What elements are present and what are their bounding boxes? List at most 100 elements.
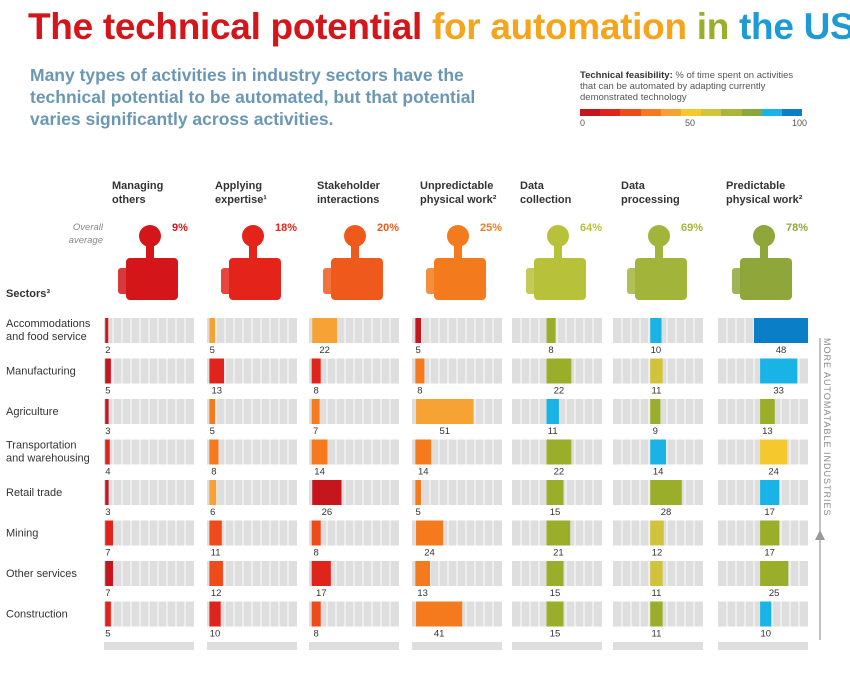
legend-bold: Technical feasibility: xyxy=(580,70,673,81)
activity-header-1-line-1: expertise¹ xyxy=(215,194,267,206)
bar-4-3 xyxy=(415,480,421,505)
bar-1-3 xyxy=(415,358,425,384)
bar-5-2 xyxy=(311,520,321,546)
bar-3-6 xyxy=(760,439,788,465)
bar-label-7-5: 11 xyxy=(652,629,662,640)
figure-neck xyxy=(454,246,462,260)
bar-5-6 xyxy=(760,520,780,546)
bar-0-2 xyxy=(312,318,337,343)
bar-label-5-4: 21 xyxy=(553,548,564,559)
activity-header-2-line-1: interactions xyxy=(317,194,379,206)
activity-header-0-line-1: others xyxy=(112,194,146,206)
bar-label-5-5: 12 xyxy=(652,548,663,559)
bar-6-3 xyxy=(415,561,430,586)
bar-3-2 xyxy=(311,439,328,465)
activity-header-2-line-0: Stakeholder xyxy=(317,180,381,192)
partial-row-cell xyxy=(613,642,703,650)
worker-figure-icon-6 xyxy=(732,225,792,300)
worker-figure-icon-3 xyxy=(426,225,486,300)
page-subtitle: Many types of activities in industry sec… xyxy=(30,65,476,129)
figure-neck xyxy=(249,246,257,260)
worker-figure-icon-1 xyxy=(221,225,281,300)
bar-5-4 xyxy=(546,520,571,546)
bar-label-2-0: 3 xyxy=(105,426,110,437)
bar-0-4 xyxy=(546,318,556,343)
bar-label-5-1: 11 xyxy=(211,548,221,559)
legend-description: % of time spent on activities that can b… xyxy=(580,70,794,103)
bar-3-3 xyxy=(415,439,432,465)
side-arrow-head xyxy=(815,530,825,540)
figure-neck xyxy=(351,246,359,260)
legend-swatch-3 xyxy=(640,109,661,116)
bar-1-6 xyxy=(760,358,798,384)
bar-label-6-5: 11 xyxy=(652,588,662,599)
legend-swatch-5 xyxy=(680,109,702,116)
activity-header-4-line-0: Data xyxy=(520,180,545,192)
bar-5-1 xyxy=(209,520,222,546)
bar-label-0-0: 2 xyxy=(105,345,110,356)
sector-label-5-line-0: Mining xyxy=(6,528,38,540)
activity-average-0: 9% xyxy=(172,222,188,234)
legend-color-scale xyxy=(580,109,803,116)
bar-4-5 xyxy=(650,480,682,505)
bar-label-5-2: 8 xyxy=(314,548,319,559)
bar-label-4-2: 26 xyxy=(322,507,333,518)
bar-label-4-6: 17 xyxy=(764,507,775,518)
bar-2-6 xyxy=(760,399,775,424)
figure-head xyxy=(447,225,469,247)
bar-label-3-2: 14 xyxy=(314,467,325,478)
sector-label-4-line-0: Retail trade xyxy=(6,487,62,499)
activity-average-6: 78% xyxy=(786,222,808,234)
worker-figure-icon-4 xyxy=(526,225,586,300)
bar-6-2 xyxy=(311,561,331,586)
bar-5-3 xyxy=(416,520,444,546)
figure-arm xyxy=(323,268,335,294)
legend-swatch-2 xyxy=(620,109,641,116)
bar-label-3-3: 14 xyxy=(418,467,429,478)
bar-label-7-1: 10 xyxy=(210,629,221,640)
partial-row-cell xyxy=(512,642,602,650)
bar-7-5 xyxy=(650,601,663,627)
bar-label-2-4: 11 xyxy=(548,426,558,437)
sector-label-6-line-0: Other services xyxy=(6,568,77,580)
bar-4-6 xyxy=(760,480,780,505)
figure-body xyxy=(331,258,383,300)
activity-average-5: 69% xyxy=(681,222,703,234)
bar-label-1-3: 8 xyxy=(417,386,422,397)
bar-label-3-1: 8 xyxy=(211,467,216,478)
bar-7-0 xyxy=(105,601,111,627)
bar-2-4 xyxy=(546,399,559,424)
bar-label-6-0: 7 xyxy=(105,588,110,599)
legend-ticks: 0 50 100 xyxy=(580,116,807,128)
worker-figure-icon-5 xyxy=(627,225,687,300)
sector-label-3-line-1: and warehousing xyxy=(6,453,90,465)
legend-swatch-6 xyxy=(701,109,722,116)
figure-arm xyxy=(118,268,130,294)
figure-arm xyxy=(627,268,639,294)
bar-label-4-0: 3 xyxy=(105,507,110,518)
bar-label-1-4: 22 xyxy=(554,386,565,397)
bar-3-4 xyxy=(546,439,572,465)
bar-label-0-5: 10 xyxy=(651,345,662,356)
bar-2-1 xyxy=(209,399,216,424)
bar-label-3-0: 4 xyxy=(105,467,110,478)
figure-body xyxy=(229,258,281,300)
bar-3-1 xyxy=(209,439,219,465)
sector-label-7-line-0: Construction xyxy=(6,609,68,621)
worker-figure-icon-0 xyxy=(118,225,178,300)
activity-average-1: 18% xyxy=(275,222,297,234)
bar-7-2 xyxy=(311,601,321,627)
bar-label-7-2: 8 xyxy=(314,629,319,640)
bar-label-0-3: 5 xyxy=(416,345,421,356)
bar-label-2-2: 7 xyxy=(313,426,318,437)
figure-body xyxy=(534,258,586,300)
bar-4-2 xyxy=(312,480,342,505)
title-part-3: the US xyxy=(739,6,850,47)
bar-label-2-1: 5 xyxy=(210,426,215,437)
bar-3-5 xyxy=(650,439,667,465)
bar-label-3-5: 14 xyxy=(653,467,664,478)
bar-label-1-5: 11 xyxy=(652,386,662,397)
sector-label-0-line-0: Accommodations xyxy=(6,318,91,330)
figure-neck xyxy=(554,246,562,260)
bar-label-7-0: 5 xyxy=(105,629,110,640)
